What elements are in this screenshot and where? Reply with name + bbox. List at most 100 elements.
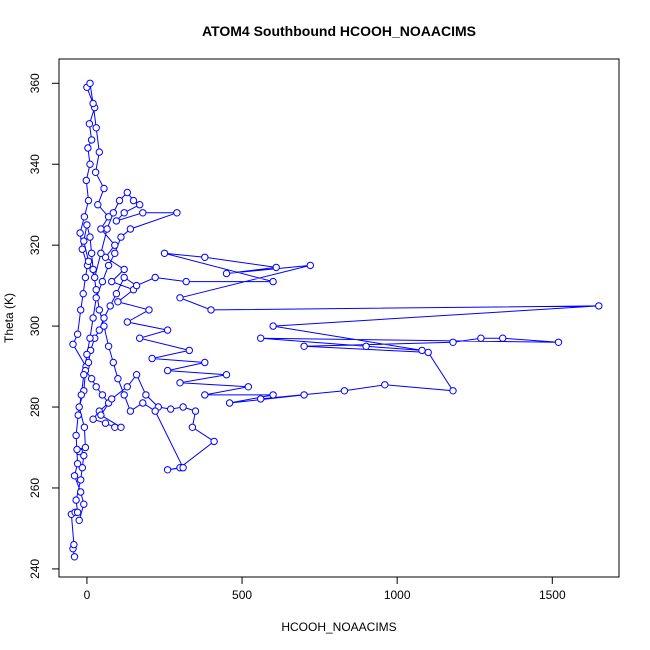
data-point xyxy=(92,294,100,302)
data-point xyxy=(117,423,125,431)
data-point xyxy=(136,334,144,342)
data-point xyxy=(449,387,457,395)
x-tick-label: 0 xyxy=(84,588,91,602)
data-point xyxy=(424,348,432,357)
data-point xyxy=(87,375,96,383)
data-point xyxy=(306,261,314,270)
data-point xyxy=(163,326,172,334)
data-point xyxy=(81,443,90,452)
data-point xyxy=(108,277,116,286)
data-point xyxy=(86,334,94,342)
data-point xyxy=(477,334,485,342)
data-point xyxy=(120,265,128,274)
data-point xyxy=(300,342,308,350)
data-point xyxy=(167,405,175,413)
data-point xyxy=(85,120,94,128)
data-point xyxy=(109,209,118,217)
data-point xyxy=(83,221,91,229)
data-point xyxy=(80,213,89,221)
data-point xyxy=(126,407,135,415)
data-point xyxy=(179,464,187,472)
data-point xyxy=(86,79,94,88)
chart-title: ATOM4 Southbound HCOOH_NOAACIMS xyxy=(202,23,476,39)
data-point xyxy=(80,423,89,431)
data-point xyxy=(87,249,96,258)
data-point xyxy=(84,257,93,265)
data-point xyxy=(73,330,82,338)
data-point xyxy=(123,318,132,326)
data-point xyxy=(75,516,83,524)
data-point xyxy=(160,249,169,258)
data-point xyxy=(70,540,78,549)
data-point xyxy=(86,160,94,168)
data-point xyxy=(72,496,80,504)
data-point xyxy=(595,302,603,310)
data-point xyxy=(201,253,209,261)
data-point xyxy=(269,322,277,330)
data-point xyxy=(201,358,209,367)
data-point xyxy=(89,99,97,108)
data-point xyxy=(269,391,277,399)
data-point xyxy=(70,472,79,480)
data-point xyxy=(111,423,119,431)
data-point xyxy=(98,391,107,399)
data-point xyxy=(77,488,85,496)
data-point xyxy=(89,314,97,322)
data-point xyxy=(188,423,197,431)
data-point xyxy=(101,419,110,427)
data-point xyxy=(104,261,113,270)
data-point xyxy=(78,464,87,472)
data-point xyxy=(185,346,194,355)
data-point xyxy=(139,209,147,217)
data-point xyxy=(92,124,100,132)
data-point xyxy=(76,229,84,237)
data-point xyxy=(257,395,265,403)
y-axis-label: Theta (K) xyxy=(2,293,16,343)
data-point xyxy=(148,354,156,363)
data-point xyxy=(191,407,200,415)
series-layer xyxy=(67,79,603,561)
data-point xyxy=(151,273,159,282)
data-point xyxy=(145,306,153,314)
data-point xyxy=(77,391,86,399)
data-point xyxy=(182,277,190,286)
data-point xyxy=(100,322,108,330)
data-point xyxy=(84,358,93,367)
data-point xyxy=(201,391,209,399)
data-point xyxy=(91,273,99,282)
data-point xyxy=(73,508,82,516)
data-point xyxy=(91,168,100,177)
data-point xyxy=(73,460,82,468)
data-point xyxy=(142,391,150,399)
data-point xyxy=(300,391,308,399)
data-point xyxy=(82,176,91,185)
data-point xyxy=(449,338,457,346)
data-point xyxy=(89,415,97,423)
data-point xyxy=(77,306,85,314)
data-point xyxy=(129,196,138,205)
data-point xyxy=(106,302,114,310)
data-point xyxy=(272,263,280,272)
data-point xyxy=(123,188,132,197)
data-point xyxy=(222,269,231,278)
x-tick-label: 1000 xyxy=(384,588,411,602)
data-point xyxy=(126,225,135,233)
data-point xyxy=(120,209,128,217)
data-point xyxy=(139,399,147,407)
data-point xyxy=(114,298,122,306)
data-point xyxy=(100,314,108,322)
data-point xyxy=(179,403,187,411)
data-point xyxy=(418,346,426,355)
data-point xyxy=(132,371,141,379)
data-point xyxy=(244,383,253,391)
data-point xyxy=(97,225,105,233)
data-point xyxy=(222,371,231,379)
data-point xyxy=(109,358,118,367)
axis-layer: 0 500 1000 1500 240 260 280 300 320 340 360 xyxy=(28,73,566,602)
x-axis-label: HCOOH_NOAACIMS xyxy=(281,620,396,634)
data-point xyxy=(117,233,125,241)
data-point xyxy=(176,294,184,302)
data-point xyxy=(94,201,102,209)
